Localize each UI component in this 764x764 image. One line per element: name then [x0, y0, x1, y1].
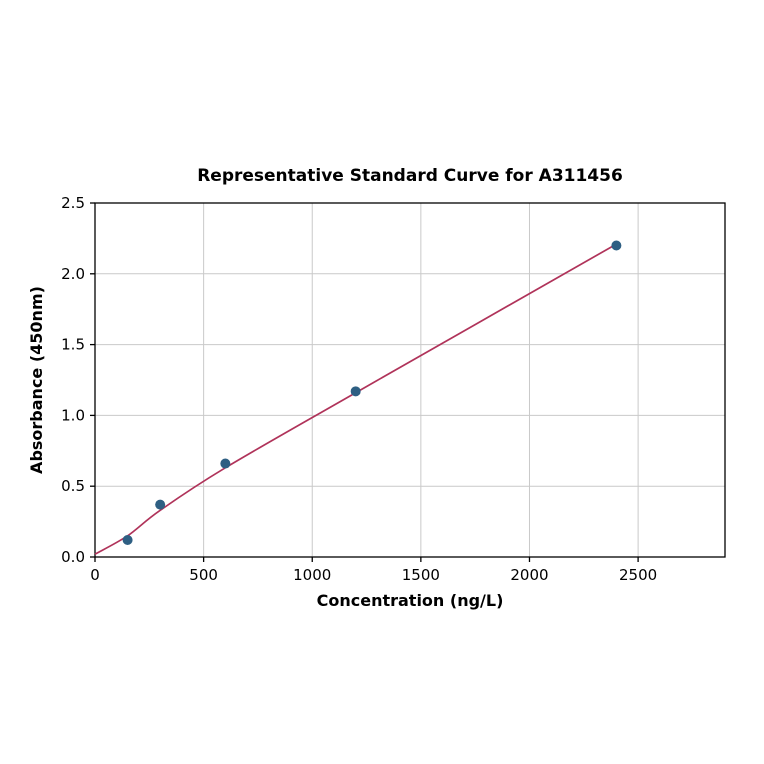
y-tick-label: 1.0 [61, 406, 85, 424]
x-tick-label: 0 [90, 566, 100, 584]
data-point [155, 499, 166, 510]
data-point [350, 386, 361, 397]
chart-title: Representative Standard Curve for A31145… [197, 166, 623, 186]
y-tick-label: 1.5 [61, 336, 85, 354]
y-tick-label: 2.0 [61, 265, 85, 283]
x-tick-label: 1000 [293, 566, 331, 584]
x-tick-label: 2500 [619, 566, 657, 584]
fit-line [94, 243, 617, 555]
x-axis-label: Concentration (ng/L) [317, 591, 504, 610]
x-tick-label: 1500 [402, 566, 440, 584]
y-tick-label: 0.0 [61, 548, 85, 566]
y-axis-label: Absorbance (450nm) [27, 286, 46, 474]
x-tick-label: 500 [189, 566, 218, 584]
y-tick-label: 0.5 [61, 477, 85, 495]
plot-border [94, 202, 726, 558]
data-point [611, 240, 622, 251]
x-tick-label: 2000 [510, 566, 548, 584]
data-point [122, 535, 133, 546]
y-tick-label: 2.5 [61, 194, 85, 212]
data-point [220, 458, 231, 469]
